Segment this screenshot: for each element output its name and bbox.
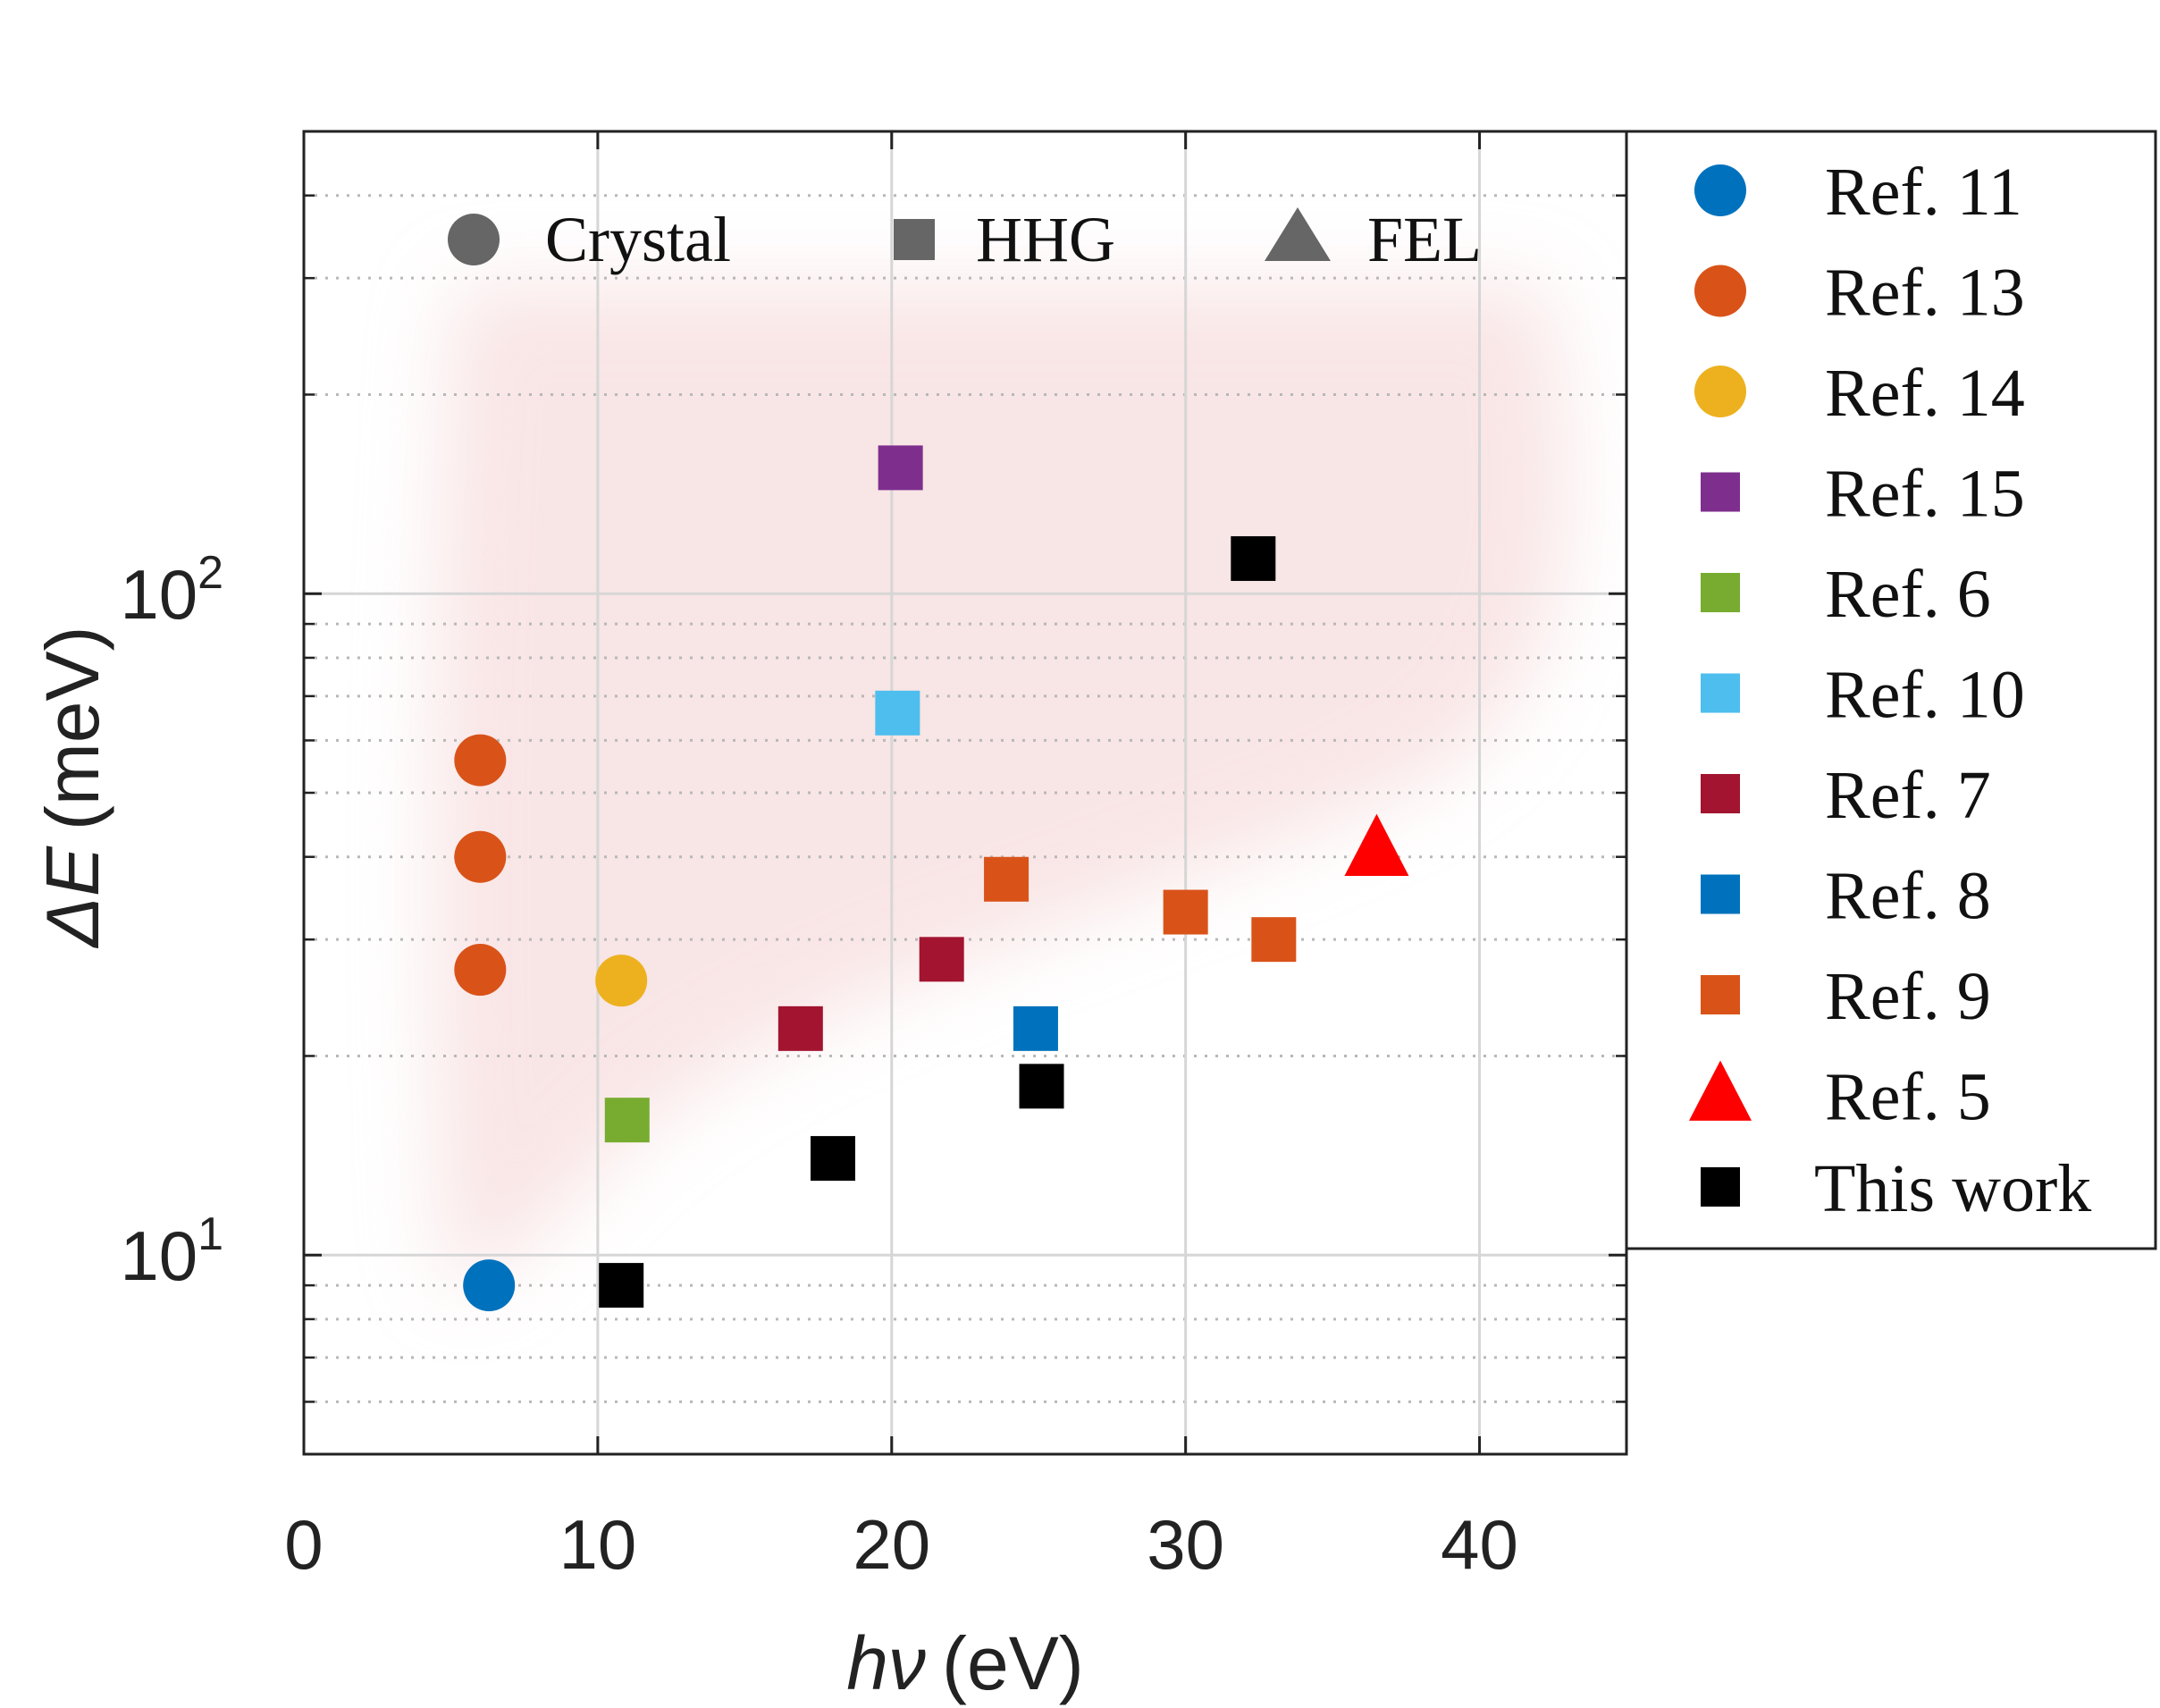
legend-label: Ref. 10 [1825, 658, 2025, 733]
shaded-region [434, 286, 1567, 1288]
x-tick-label: 10 [559, 1505, 637, 1584]
data-point-ref-11 [463, 1259, 516, 1312]
legend-marker [1689, 1060, 1752, 1121]
x-tick-label: 30 [1147, 1505, 1224, 1584]
data-point-ref-10 [875, 690, 920, 736]
legend-label: Ref. 7 [1825, 758, 1991, 833]
data-point-ref-8 [1013, 1005, 1058, 1051]
x-tick-label: 0 [284, 1505, 323, 1584]
data-point-ref-6 [604, 1098, 650, 1143]
major-grid [304, 131, 1626, 1454]
type-key-square-icon [894, 219, 935, 260]
data-point-this-work [811, 1136, 855, 1182]
legend-marker [1701, 774, 1740, 813]
data-point-ref-13 [454, 944, 507, 997]
legend-label: Ref. 11 [1825, 155, 2022, 230]
data-point-ref-9 [1163, 889, 1208, 935]
y-tick-label: 101 [120, 1208, 223, 1295]
legend: Ref. 11 Ref. 13 Ref. 14 Ref. 15 Ref. 6 Ref. 1… [1625, 130, 2157, 1250]
legend-label: Ref. 13 [1825, 256, 2025, 331]
legend-label: This work [1814, 1151, 2091, 1226]
x-tick-label: 20 [853, 1505, 930, 1584]
data-point-this-work [599, 1263, 644, 1308]
y-tick-labels: 101 102 [120, 547, 223, 1295]
type-key-triangle-icon [1265, 207, 1331, 261]
legend-label: Ref. 14 [1825, 356, 2025, 431]
legend-marker [1694, 265, 1746, 317]
data-point-ref-7 [919, 937, 964, 982]
data-point-ref-9 [984, 856, 1030, 902]
data-markers [454, 445, 1409, 1312]
legend-marker [1701, 975, 1740, 1014]
axis-ticks [302, 131, 1626, 1454]
data-point-this-work [1231, 535, 1276, 581]
legend-marker [1701, 573, 1740, 612]
y-axis-label: ΔE(meV) [30, 626, 114, 948]
data-point-ref-5 [1344, 813, 1409, 876]
legend-marker [1694, 164, 1746, 216]
legend-label: Ref. 6 [1825, 557, 1991, 632]
legend-label: Ref. 5 [1825, 1060, 1991, 1135]
data-point-ref-9 [1251, 917, 1297, 963]
legend-label: Ref. 15 [1825, 457, 2025, 532]
legend-marker [1701, 673, 1740, 713]
legend-marker [1701, 472, 1740, 512]
data-point-ref-13 [454, 830, 507, 883]
x-tick-labels: 0 10 20 30 40 [284, 1505, 1518, 1584]
type-key-fel: FEL [1367, 204, 1482, 275]
data-point-ref-15 [878, 445, 923, 491]
legend-marker [1694, 366, 1746, 417]
type-key-hhg: HHG [976, 204, 1115, 275]
data-point-ref-14 [595, 955, 648, 1007]
type-key-crystal: Crystal [545, 204, 731, 275]
data-point-ref-7 [777, 1005, 823, 1051]
legend-marker [1701, 874, 1740, 914]
x-tick-label: 40 [1441, 1505, 1518, 1584]
y-tick-label: 102 [120, 547, 223, 634]
type-key-circle-icon [448, 214, 500, 265]
data-point-ref-13 [454, 734, 507, 787]
type-key: Crystal HHG FEL [448, 204, 1482, 275]
data-point-this-work [1019, 1064, 1064, 1109]
legend-marker [1701, 1167, 1740, 1207]
legend-label: Ref. 9 [1825, 959, 1991, 1034]
legend-label: Ref. 8 [1825, 859, 1991, 934]
x-axis-label: hν (eV) [846, 1621, 1083, 1705]
